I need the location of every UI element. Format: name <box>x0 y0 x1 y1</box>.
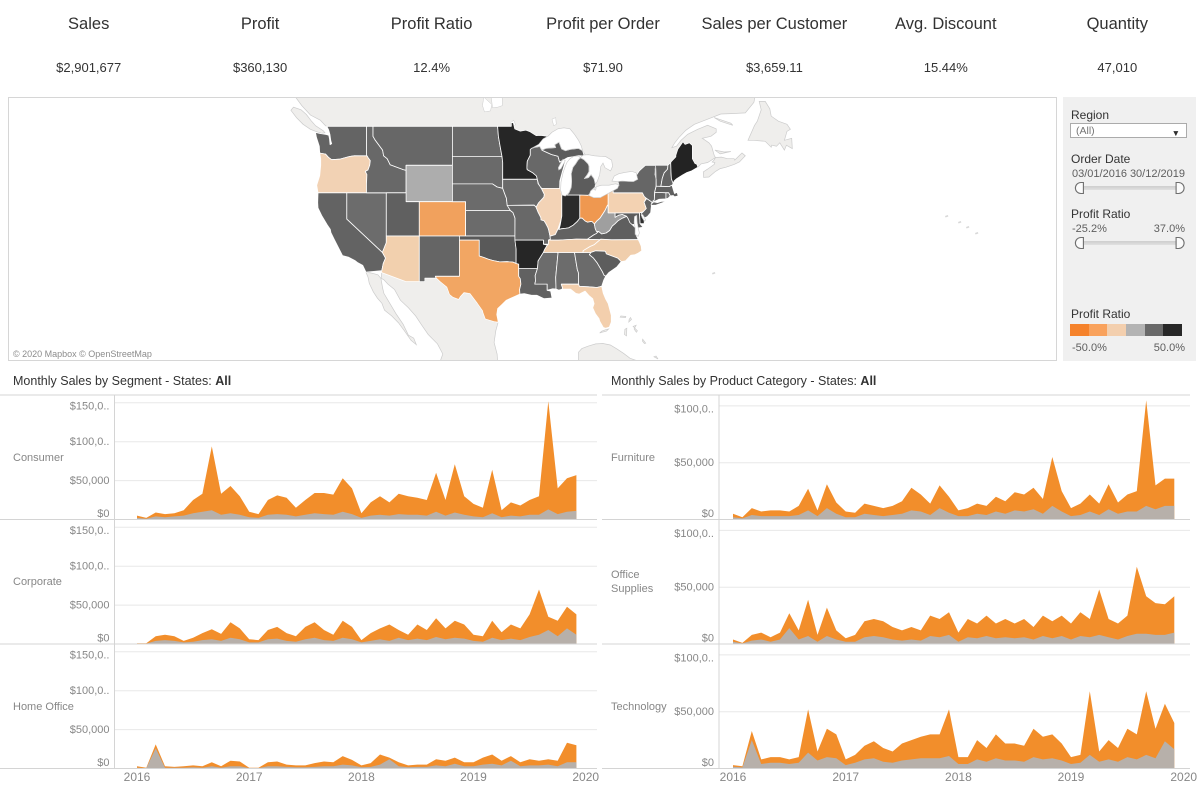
svg-text:2018: 2018 <box>348 770 375 784</box>
svg-text:$100,0..: $100,0.. <box>70 436 110 448</box>
svg-text:$50,000: $50,000 <box>674 582 714 594</box>
svg-text:Monthly Sales by Segment - Sta: Monthly Sales by Segment - States: All <box>13 374 231 388</box>
svg-text:$0: $0 <box>97 757 109 769</box>
svg-text:$50,000: $50,000 <box>674 457 714 469</box>
svg-text:Technology: Technology <box>611 701 667 713</box>
svg-text:2020: 2020 <box>1170 770 1197 784</box>
svg-text:Supplies: Supplies <box>611 583 654 595</box>
svg-text:2018: 2018 <box>945 770 972 784</box>
svg-text:$150,0..: $150,0.. <box>70 649 110 661</box>
svg-text:2016: 2016 <box>124 770 151 784</box>
svg-text:2020: 2020 <box>572 770 599 784</box>
svg-text:$0: $0 <box>702 508 714 520</box>
svg-text:Consumer: Consumer <box>13 452 64 464</box>
svg-text:Furniture: Furniture <box>611 452 655 464</box>
svg-text:2019: 2019 <box>460 770 487 784</box>
svg-text:2017: 2017 <box>832 770 859 784</box>
svg-text:Office: Office <box>611 569 640 581</box>
svg-text:$50,000: $50,000 <box>70 600 110 612</box>
svg-text:$0: $0 <box>702 757 714 769</box>
svg-text:Home Office: Home Office <box>13 701 74 713</box>
svg-text:$150,0..: $150,0.. <box>70 400 110 412</box>
svg-text:$100,0..: $100,0.. <box>70 685 110 697</box>
svg-text:Monthly Sales by Product Categ: Monthly Sales by Product Category - Stat… <box>611 374 876 388</box>
svg-text:$50,000: $50,000 <box>70 724 110 736</box>
svg-text:© 2020 Mapbox © OpenStreetMap: © 2020 Mapbox © OpenStreetMap <box>13 349 152 359</box>
svg-text:$0: $0 <box>97 508 109 520</box>
svg-text:$50,000: $50,000 <box>70 475 110 487</box>
svg-text:$100,0..: $100,0.. <box>674 403 714 415</box>
svg-text:$50,000: $50,000 <box>674 706 714 718</box>
svg-text:2016: 2016 <box>720 770 747 784</box>
svg-text:Corporate: Corporate <box>13 576 62 588</box>
svg-text:$150,0..: $150,0.. <box>70 525 110 537</box>
svg-text:2017: 2017 <box>236 770 263 784</box>
svg-text:$0: $0 <box>702 633 714 645</box>
svg-text:$100,0..: $100,0.. <box>70 561 110 573</box>
svg-text:$0: $0 <box>97 633 109 645</box>
svg-text:$100,0..: $100,0.. <box>674 528 714 540</box>
svg-text:$100,0..: $100,0.. <box>674 652 714 664</box>
svg-text:2019: 2019 <box>1058 770 1085 784</box>
